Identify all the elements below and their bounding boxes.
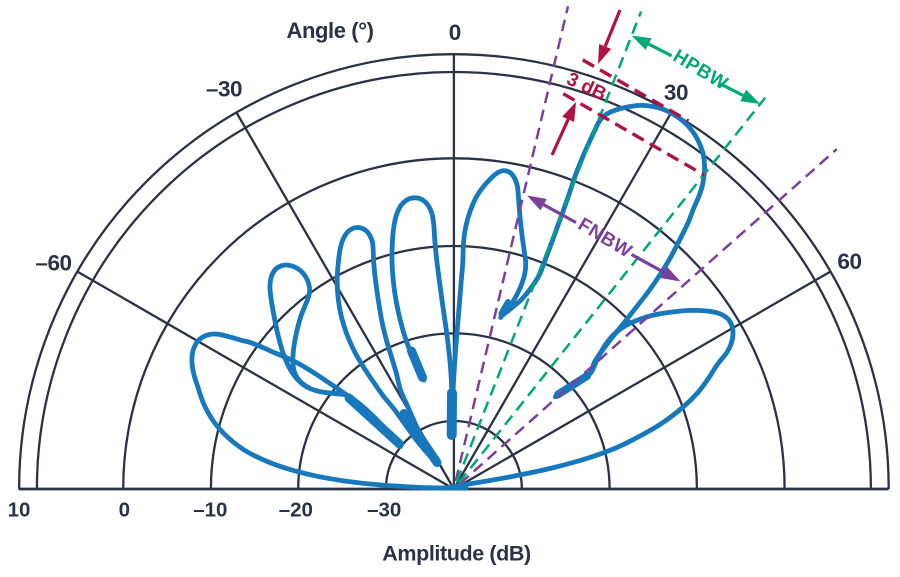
svg-text:0: 0 (449, 20, 462, 45)
svg-text:60: 60 (837, 249, 861, 274)
svg-text:–60: –60 (35, 251, 71, 276)
svg-text:30: 30 (664, 80, 688, 105)
svg-text:10: 10 (8, 498, 31, 521)
svg-text:–20: –20 (279, 498, 313, 521)
svg-text:–30: –30 (206, 77, 242, 102)
svg-text:–30: –30 (367, 498, 401, 521)
svg-text:Amplitude (dB): Amplitude (dB) (382, 542, 531, 566)
svg-text:0: 0 (119, 498, 130, 521)
svg-text:Angle (°): Angle (°) (286, 18, 373, 43)
svg-text:–10: –10 (193, 498, 227, 521)
